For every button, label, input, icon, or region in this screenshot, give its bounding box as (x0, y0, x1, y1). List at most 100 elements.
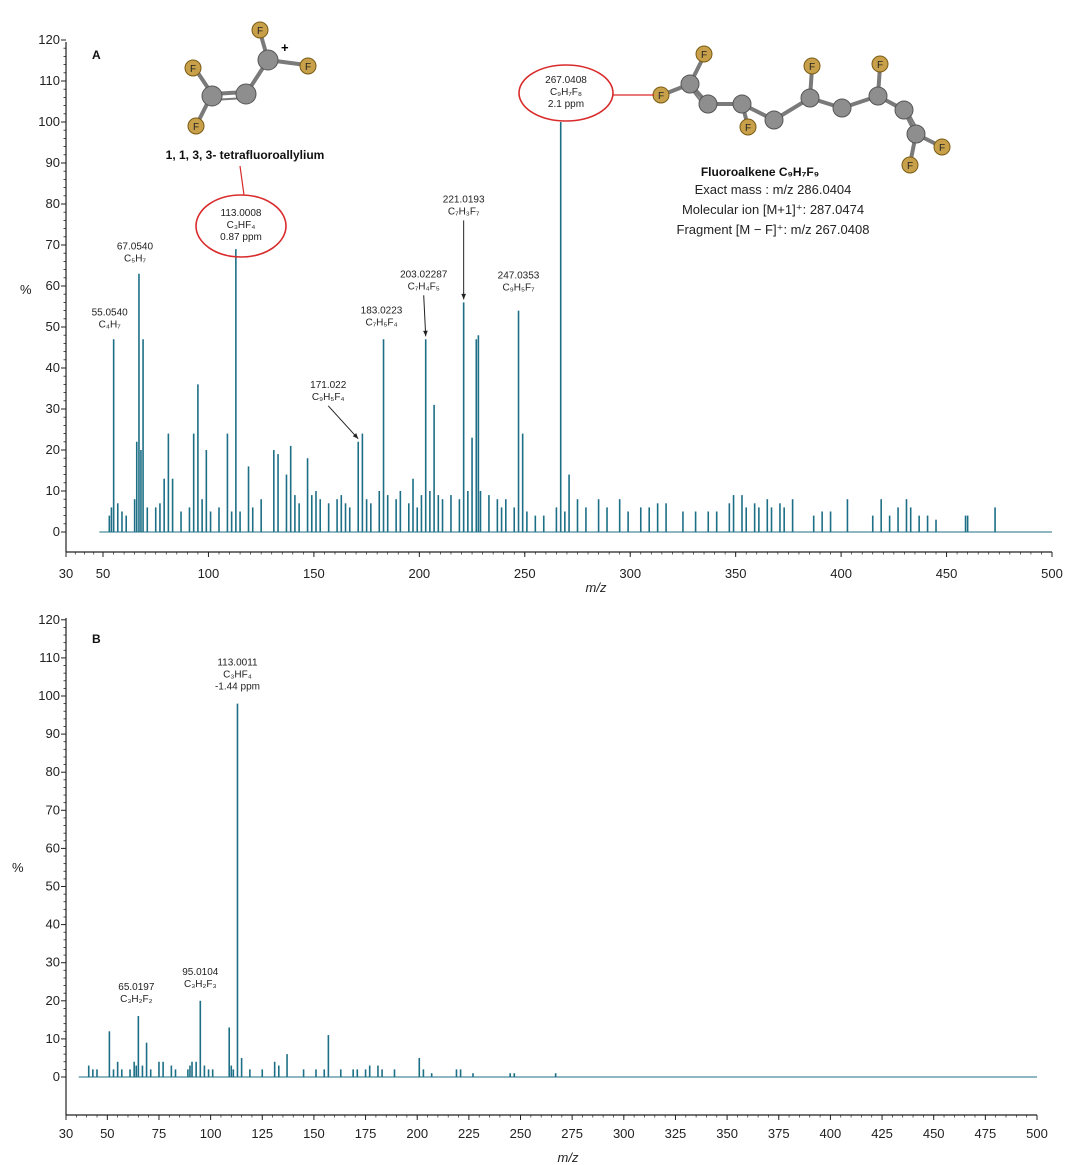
x-tick-label: 300 (619, 566, 641, 581)
fluorine-label-1: F (190, 64, 196, 75)
peak-annotation-text: 267.0408 (545, 75, 587, 86)
fluorine-label-2: F (193, 122, 199, 133)
panel-a-spectrum: A % m/z 0 10 20 30 40 50 60 70 80 90 100 110 120 30 50… (20, 21, 1063, 595)
y-tick-label: 110 (39, 73, 60, 88)
peak-highlight-circle (518, 64, 614, 122)
peak-annotation-text: C₇H₄F₅ (408, 281, 440, 292)
y-tick-label: 50 (46, 879, 60, 894)
carbon-atom-2 (235, 83, 257, 105)
fluorine-label-r2: F (658, 91, 664, 102)
tetrafluoroallylium-name: 1, 1, 3, 3- tetrafluoroallylium (166, 148, 325, 162)
y-tick-label: 0 (53, 524, 60, 539)
peak-annotation-text: C₄H₇ (99, 319, 122, 330)
y-tick-label: 50 (46, 319, 60, 334)
panel-a-xlabel: m/z (586, 580, 607, 595)
peak-annotation-text: 113.0008 (221, 208, 262, 219)
y-tick-label: 30 (46, 955, 60, 970)
y-tick-label: 90 (46, 155, 60, 170)
peak-annotation-text: 65.0197 (118, 982, 155, 993)
x-tick-label: 100 (200, 1126, 222, 1141)
annotation-arrow-head (461, 293, 466, 300)
y-tick-label: 60 (46, 278, 60, 293)
fluorine-label-r7: F (907, 161, 913, 172)
fluorine-label-r4: F (809, 62, 815, 73)
annotation-arrow-head (423, 330, 428, 337)
x-tick-label: 30 (59, 566, 73, 581)
fluorine-label-r6: F (939, 143, 945, 154)
peak-annotation-text: C₉H₅F₇ (503, 283, 536, 294)
x-tick-label: 375 (768, 1126, 790, 1141)
x-tick-label: 450 (936, 566, 958, 581)
peak-annotation-text: -1.44 ppm (215, 682, 260, 693)
molecular-ion-text: Molecular ion [M+1]⁺: 287.0474 (682, 202, 864, 217)
fluorine-atom-2 (187, 117, 205, 135)
x-tick-label: 500 (1041, 566, 1063, 581)
x-tick-label: 150 (303, 566, 325, 581)
fluorine-atom-4 (299, 57, 317, 75)
y-tick-label: 110 (39, 650, 60, 665)
y-tick-label: 70 (46, 802, 60, 817)
fluorine-label-3: F (257, 26, 263, 37)
fluorine-label-r3: F (745, 123, 751, 134)
y-tick-label: 40 (46, 917, 60, 932)
peak-annotation-text: C₅H₇ (124, 254, 146, 265)
panel-b-ylabel: % (12, 860, 24, 875)
fragment-text: Fragment [M − F]⁺: m/z 267.0408 (677, 222, 870, 237)
peak-annotation-text: 67.0540 (117, 242, 154, 253)
y-tick-label: 0 (53, 1069, 60, 1084)
panel-a-ylabel: % (20, 282, 32, 297)
x-tick-label: 300 (613, 1126, 635, 1141)
x-tick-label: 325 (665, 1126, 687, 1141)
x-tick-label: 425 (871, 1126, 893, 1141)
y-tick-label: 20 (46, 442, 60, 457)
y-tick-label: 120 (38, 32, 60, 47)
panel-b-xlabel: m/z (558, 1150, 579, 1165)
x-tick-label: 500 (1026, 1126, 1048, 1141)
y-tick-label: 20 (46, 993, 60, 1008)
peak-annotation-text: 183.0223 (361, 305, 403, 316)
x-tick-label: 50 (96, 566, 110, 581)
x-tick-label: 400 (820, 1126, 842, 1141)
x-tick-label: 75 (152, 1126, 166, 1141)
panel-a-label: A (92, 48, 101, 62)
y-tick-label: 90 (46, 726, 60, 741)
x-tick-label: 450 (923, 1126, 945, 1141)
fluorine-label-r5: F (877, 60, 883, 71)
fluorine-label-4: F (305, 62, 311, 73)
x-tick-label: 30 (59, 1126, 73, 1141)
x-tick-label: 400 (830, 566, 852, 581)
y-tick-label: 120 (38, 612, 60, 627)
peak-annotation-text: 2.1 ppm (548, 99, 584, 110)
peak-annotation-text: C₃H₂F₃ (184, 979, 217, 990)
annotation-arrow-head (352, 433, 359, 439)
carbon-atom-3 (257, 49, 279, 71)
x-tick-label: 150 (303, 1126, 325, 1141)
x-tick-label: 200 (408, 566, 430, 581)
y-tick-label: 100 (38, 114, 60, 129)
peak-annotation-text: 171.022 (310, 380, 347, 391)
peak-annotation-text: C₇H₅F₄ (365, 317, 397, 328)
panel-b-label: B (92, 632, 101, 646)
peak-annotation-text: C₉H₇F₈ (550, 87, 582, 98)
peak-annotation-text: C₇H₃F₇ (448, 206, 480, 217)
peak-annotation-text: 247.0353 (498, 271, 540, 282)
peak-annotation-text: 113.0011 (217, 658, 258, 669)
peak-annotation-text: C₉H₅F₄ (312, 392, 345, 403)
annotation-arrow-line (423, 295, 427, 337)
left-callout-line (239, 165, 245, 196)
peak-annotation-text: 0.87 ppm (220, 232, 262, 243)
x-tick-label: 50 (100, 1126, 114, 1141)
fluoroalkene-structure: F F F F F F F (652, 45, 951, 174)
x-tick-label: 175 (355, 1126, 377, 1141)
y-tick-label: 10 (46, 1031, 60, 1046)
x-tick-label: 125 (251, 1126, 273, 1141)
x-tick-label: 350 (716, 1126, 738, 1141)
peak-annotation-text: C₃HF₄ (227, 220, 256, 231)
x-tick-label: 350 (725, 566, 747, 581)
y-tick-label: 60 (46, 840, 60, 855)
y-tick-label: 100 (38, 688, 60, 703)
peak-annotation-text: 95.0104 (182, 967, 219, 978)
y-tick-label: 80 (46, 196, 60, 211)
x-tick-label: 475 (974, 1126, 996, 1141)
